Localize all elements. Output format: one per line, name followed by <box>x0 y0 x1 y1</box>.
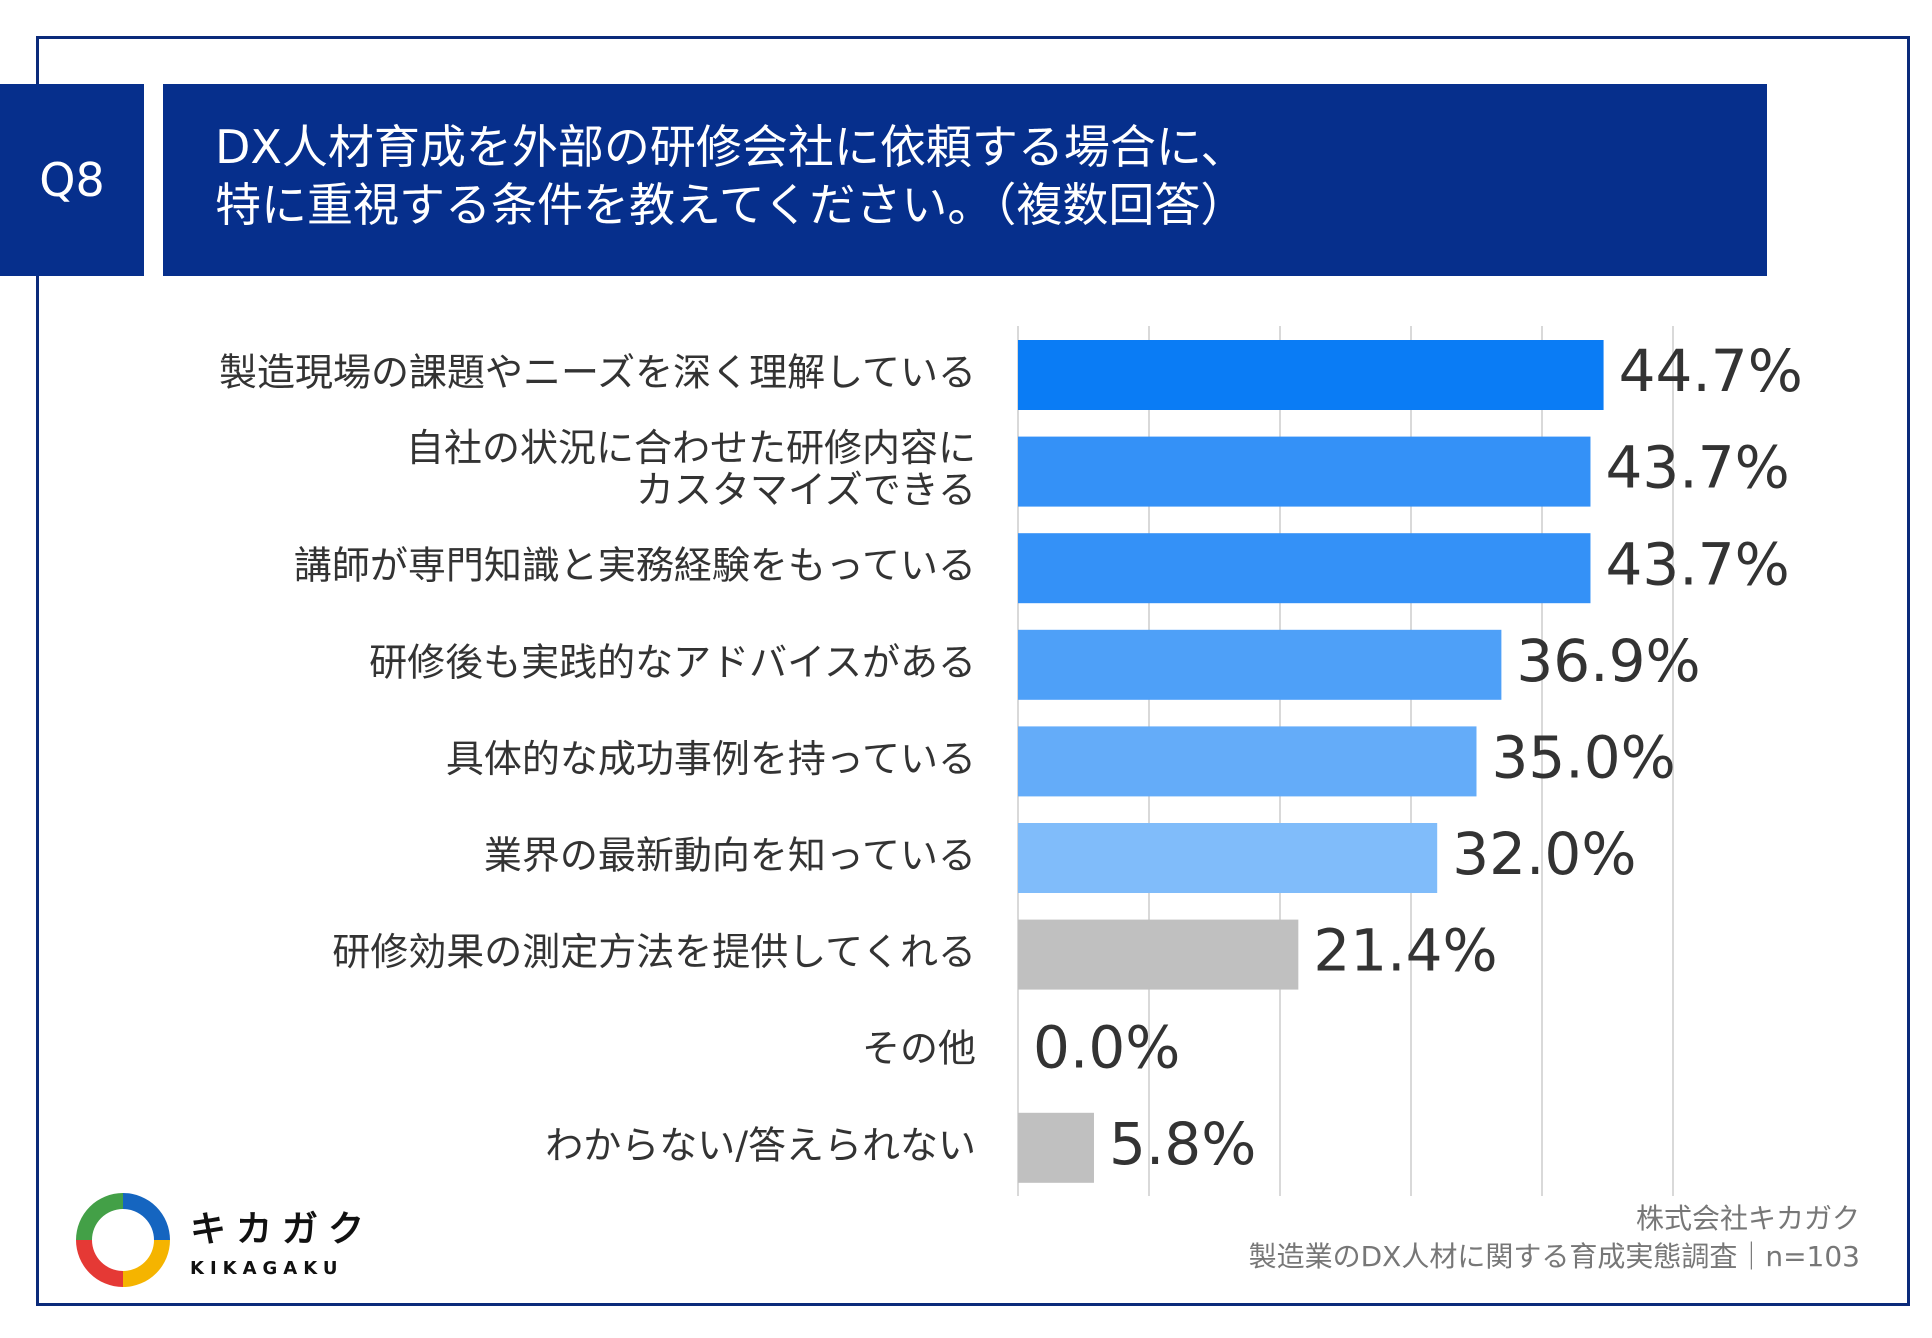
category-label: 講師が専門知識と実務経験をもっている <box>294 544 976 588</box>
kikagaku-logo-icon <box>76 1193 170 1287</box>
category-label: 業界の最新動向を知っている <box>484 834 976 878</box>
category-label: 具体的な成功事例を持っている <box>446 737 976 781</box>
title-line-1: DX人材育成を外部の研修会社に依頼する場合に、 <box>215 120 1247 174</box>
bar <box>1018 629 1502 700</box>
bar <box>1018 823 1438 893</box>
logo-text-en: KIKAGAKU <box>190 1258 344 1279</box>
bar <box>1018 436 1591 507</box>
data-label: 5.8% <box>1109 1110 1256 1178</box>
category-label: 製造現場の課題やニーズを深く理解している <box>219 351 976 395</box>
data-label: 0.0% <box>1033 1013 1180 1081</box>
footer-survey: 製造業のDX人材に関する育成実態調査｜n=103 <box>1248 1240 1860 1273</box>
bar <box>1018 340 1604 410</box>
data-label: 44.7% <box>1619 337 1803 405</box>
category-label: 自社の状況に合わせた研修内容に <box>406 426 976 470</box>
question-title: DX人材育成を外部の研修会社に依頼する場合に、 特に重視する条件を教えてください… <box>163 84 1767 276</box>
bar <box>1018 919 1299 990</box>
logo-wordmark: キカガク KIKAGAKU <box>190 1200 374 1279</box>
bar <box>1018 533 1591 604</box>
data-label: 43.7% <box>1605 434 1789 502</box>
outer-frame <box>36 36 1910 1306</box>
data-label: 43.7% <box>1605 530 1789 598</box>
data-label: 21.4% <box>1313 917 1497 985</box>
bar <box>1018 726 1477 797</box>
category-label: わからない/答えられない <box>545 1123 976 1167</box>
category-label: カスタマイズできる <box>636 468 976 512</box>
footer-company: 株式会社キカガク <box>1635 1202 1860 1235</box>
logo-text-jp: キカガク <box>190 1209 375 1250</box>
category-label: その他 <box>862 1027 976 1071</box>
category-label: 研修効果の測定方法を提供してくれる <box>332 930 976 974</box>
category-label: 研修後も実践的なアドバイスがある <box>369 640 976 684</box>
question-badge: Q8 <box>0 84 144 276</box>
data-label: 32.0% <box>1452 820 1636 888</box>
bar <box>1018 1112 1094 1183</box>
data-label: 36.9% <box>1516 627 1700 695</box>
footer-source: 株式会社キカガク 製造業のDX人材に関する育成実態調査｜n=103 <box>1249 1200 1860 1276</box>
title-line-2: 特に重視する条件を教えてください。（複数回答） <box>215 178 1247 232</box>
data-label: 35.0% <box>1492 724 1676 792</box>
